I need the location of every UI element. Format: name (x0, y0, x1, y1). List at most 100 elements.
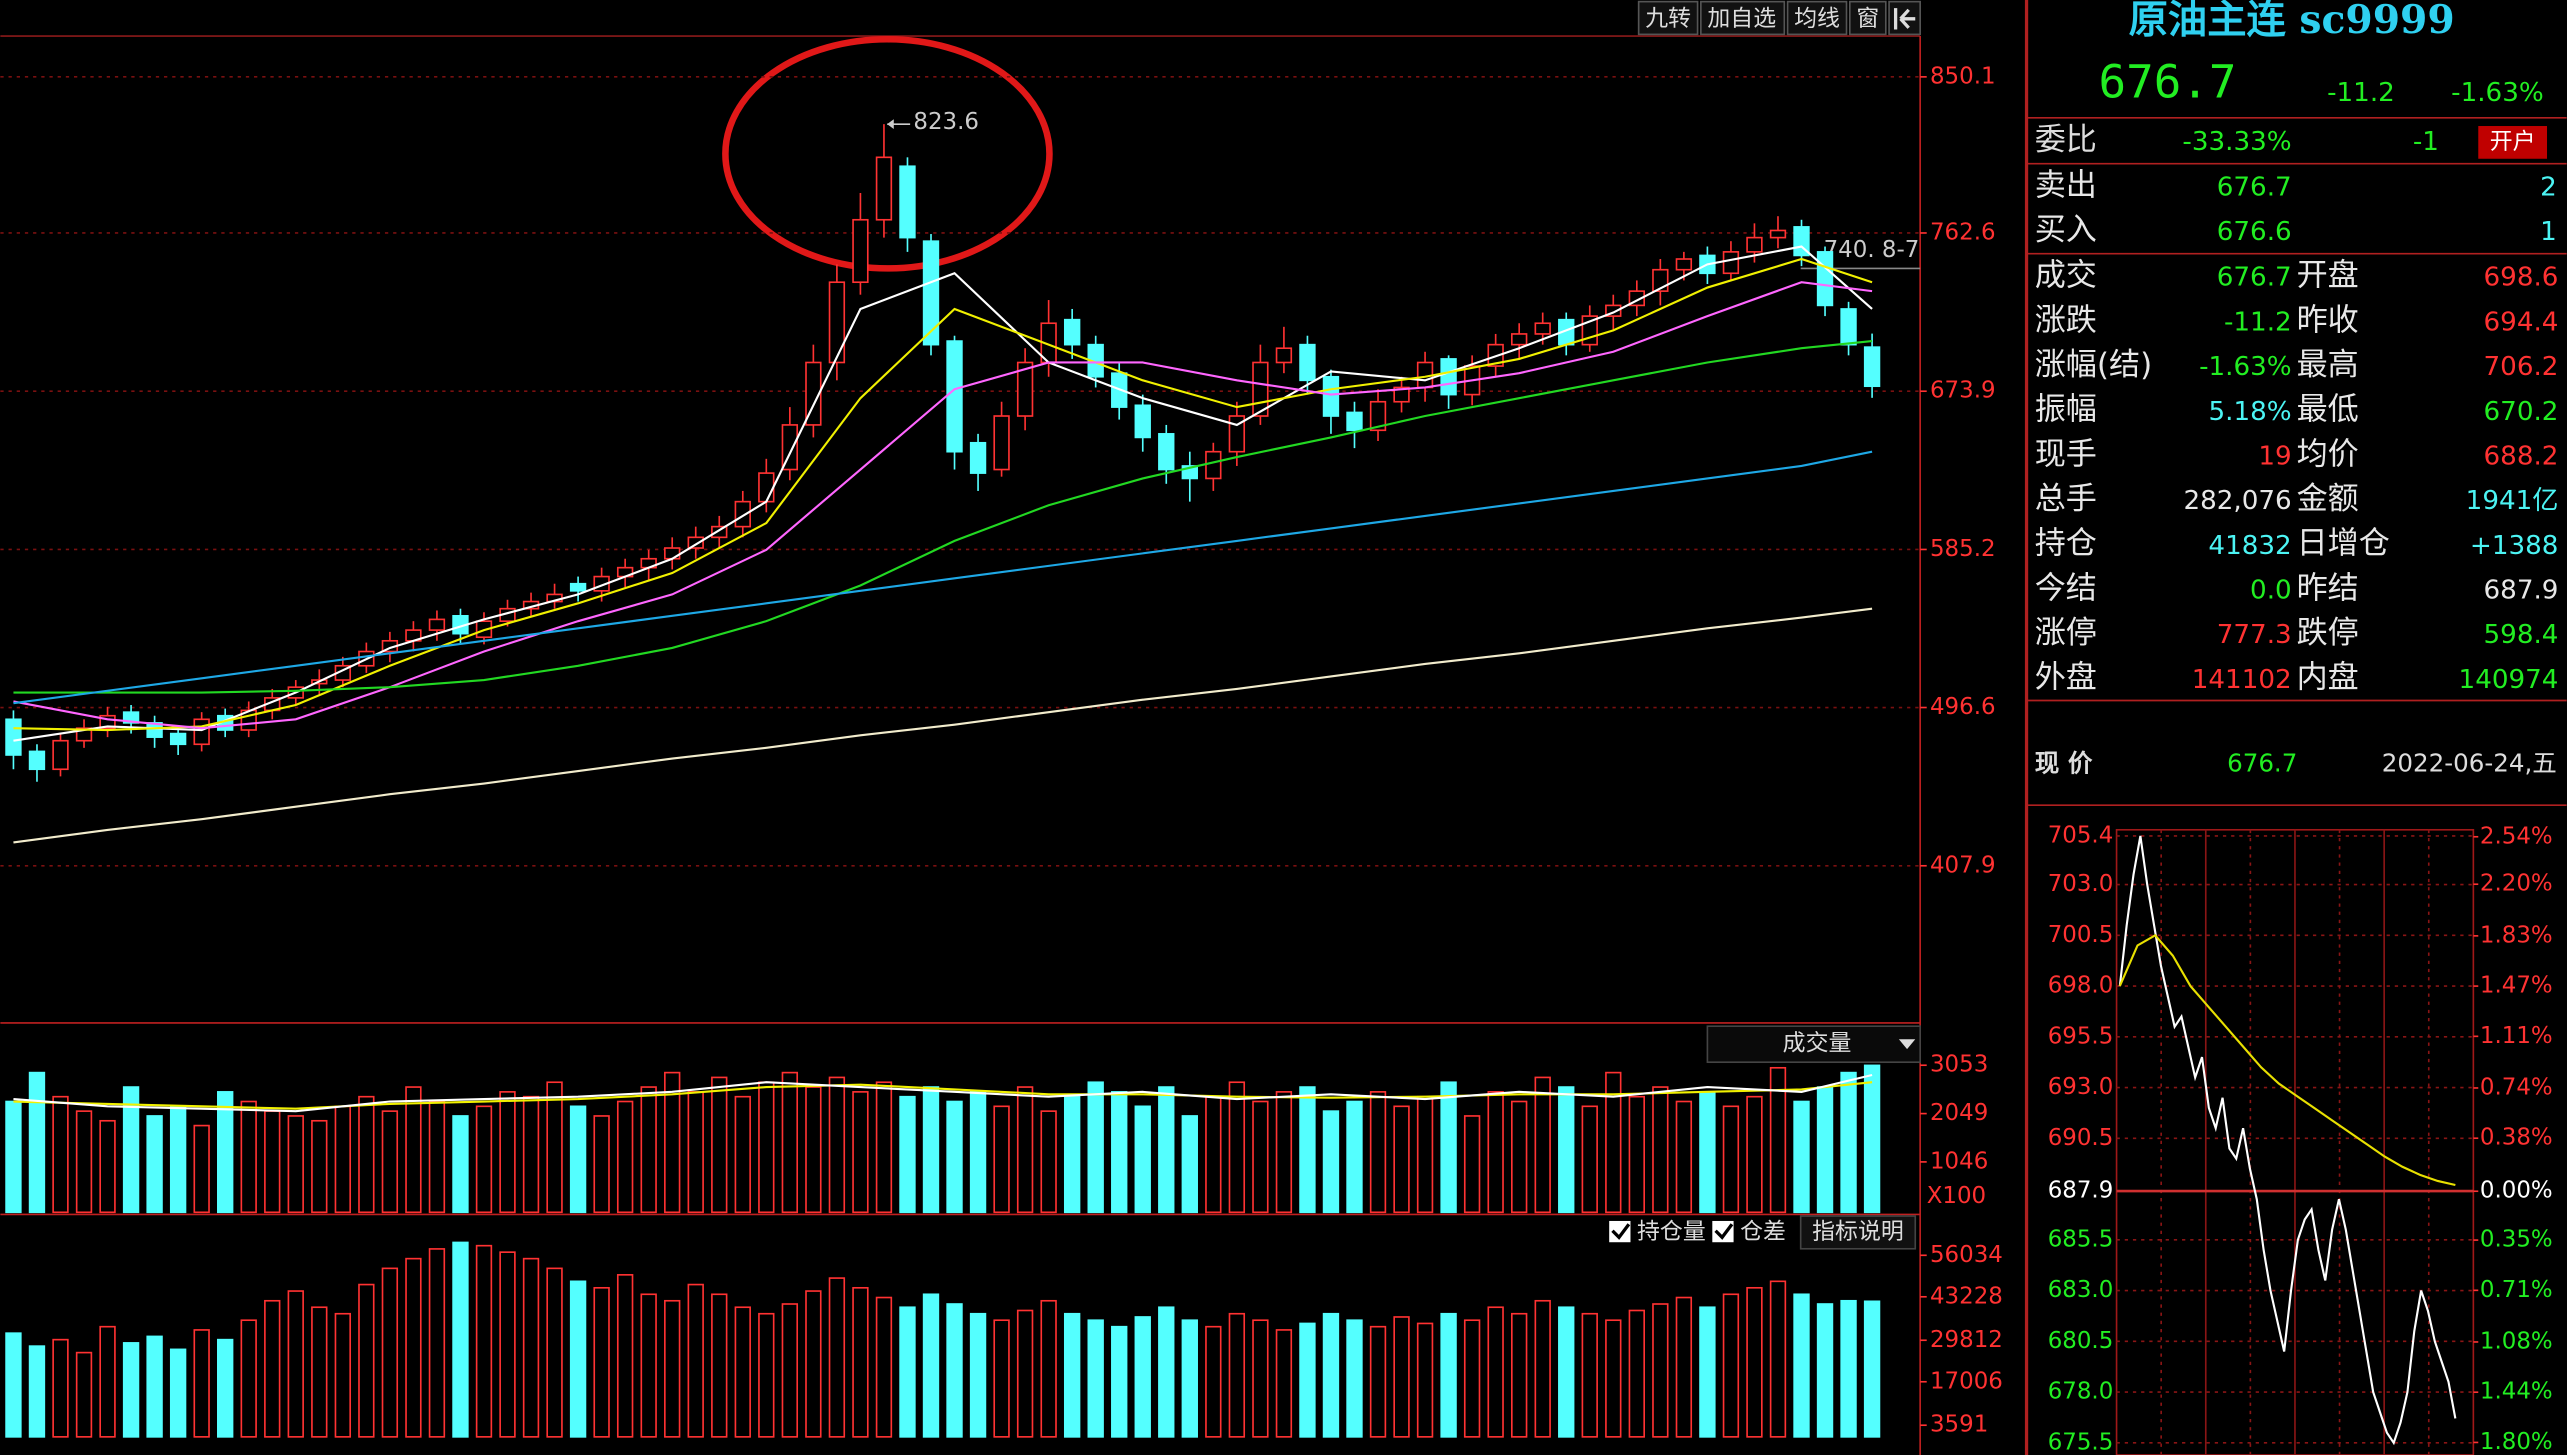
field-value: 688.2 (2484, 441, 2559, 471)
bar (969, 1091, 987, 1214)
y2-tick-label: 0.00% (2480, 1178, 2553, 1204)
bar (1487, 1306, 1504, 1438)
bar (240, 1100, 257, 1214)
y2-tick-label: 1.80% (2480, 1429, 2553, 1455)
bar (922, 1293, 940, 1438)
bar (1393, 1105, 1410, 1214)
bar (1275, 1091, 1293, 1214)
bar (287, 1115, 304, 1214)
toolbar-label: 九转 (1645, 6, 1691, 32)
bar (475, 1244, 493, 1438)
y-tick-label: 687.9 (2048, 1178, 2114, 1204)
bar (1722, 1293, 1740, 1438)
open-account-label: 开户 (2490, 129, 2536, 155)
bar (569, 1280, 587, 1438)
bar (1863, 1064, 1881, 1214)
candle-body (993, 415, 1010, 471)
ratio-value: -33.33% (2182, 127, 2291, 157)
bar (899, 1306, 916, 1438)
bar (1369, 1091, 1387, 1214)
bar (1628, 1309, 1645, 1438)
bar (922, 1086, 940, 1214)
candle-body (1840, 308, 1857, 346)
bar (52, 1095, 69, 1214)
open-account-button[interactable] (2478, 126, 2548, 159)
y-tick-label: 695.5 (2048, 1023, 2114, 1049)
field-label: 内盘 (2297, 660, 2359, 696)
candle-body (664, 547, 681, 560)
checkbox[interactable] (1712, 1220, 1734, 1243)
order-volume: 2 (2540, 173, 2557, 203)
bar (311, 1306, 328, 1438)
toolbar-button[interactable] (1848, 0, 1887, 36)
bar (1275, 1329, 1293, 1438)
bar (1863, 1300, 1881, 1438)
y-tick-label: 1046 (1930, 1148, 1988, 1174)
bar (193, 1124, 210, 1214)
candle-body (428, 618, 446, 631)
candle-body (946, 340, 963, 453)
bar (687, 1283, 704, 1438)
toolbar-button[interactable] (1637, 0, 1699, 36)
candle-body (828, 281, 846, 364)
bar (711, 1076, 728, 1214)
bar (217, 1338, 234, 1438)
candle-body (569, 582, 587, 592)
bar (1440, 1081, 1457, 1214)
bar (1181, 1115, 1198, 1214)
bar (711, 1293, 728, 1438)
bar (5, 1100, 22, 1214)
y-tick-label: 407.9 (1930, 852, 1996, 878)
candle-body (1722, 251, 1740, 275)
bar (75, 1110, 93, 1214)
bar (1722, 1105, 1740, 1214)
toolbar-label: 加自选 (1707, 6, 1776, 32)
candle-body (52, 739, 69, 771)
field-value: 706.2 (2484, 352, 2559, 382)
bar (1063, 1095, 1081, 1214)
field-value: 676.7 (2217, 263, 2292, 293)
bar (169, 1105, 187, 1214)
y2-tick-label: 0.38% (2480, 1125, 2553, 1151)
candle-body (781, 424, 799, 471)
candle-body (1205, 450, 1222, 480)
bar (522, 1257, 540, 1438)
bar (640, 1086, 657, 1214)
toolbar-button[interactable] (1700, 0, 1786, 36)
field-value: 694.4 (2484, 307, 2559, 337)
candle-body (1793, 226, 1810, 257)
field-label: 开盘 (2297, 258, 2359, 294)
candle-body (1299, 343, 1316, 382)
bar (1134, 1105, 1151, 1214)
field-label: 成交 (2035, 258, 2097, 294)
candle-body (169, 732, 187, 746)
field-label: 涨停 (2035, 615, 2097, 651)
bar (1558, 1306, 1575, 1438)
help-button[interactable] (1799, 1215, 1917, 1250)
toolbar-button[interactable] (1786, 0, 1848, 36)
bar (1769, 1066, 1787, 1214)
bar (146, 1115, 163, 1214)
bar (122, 1086, 140, 1214)
field-value: -11.2 (2224, 307, 2292, 337)
highlight-ellipse (722, 36, 1053, 272)
bar (1746, 1286, 1763, 1438)
y-tick-label: 3591 (1930, 1412, 1988, 1438)
bar (1369, 1325, 1387, 1438)
y-tick-label: 690.5 (2048, 1125, 2114, 1151)
bar (569, 1105, 587, 1214)
bar (593, 1115, 610, 1214)
dropdown-arrow (1898, 1039, 1916, 1050)
toolbar-label: 均线 (1794, 6, 1840, 32)
field-label: 最高 (2297, 347, 2359, 383)
checkbox[interactable] (1609, 1220, 1631, 1243)
order-label: 卖出 (2035, 168, 2097, 204)
bar (1816, 1303, 1834, 1438)
candle-body (1134, 404, 1151, 439)
field-value: 1941亿 (2466, 486, 2559, 516)
bar (1534, 1299, 1551, 1438)
candle-body (1322, 375, 1340, 417)
indicator-dropdown[interactable] (1706, 1025, 1921, 1064)
bar (1652, 1303, 1669, 1438)
bar (1416, 1095, 1434, 1214)
